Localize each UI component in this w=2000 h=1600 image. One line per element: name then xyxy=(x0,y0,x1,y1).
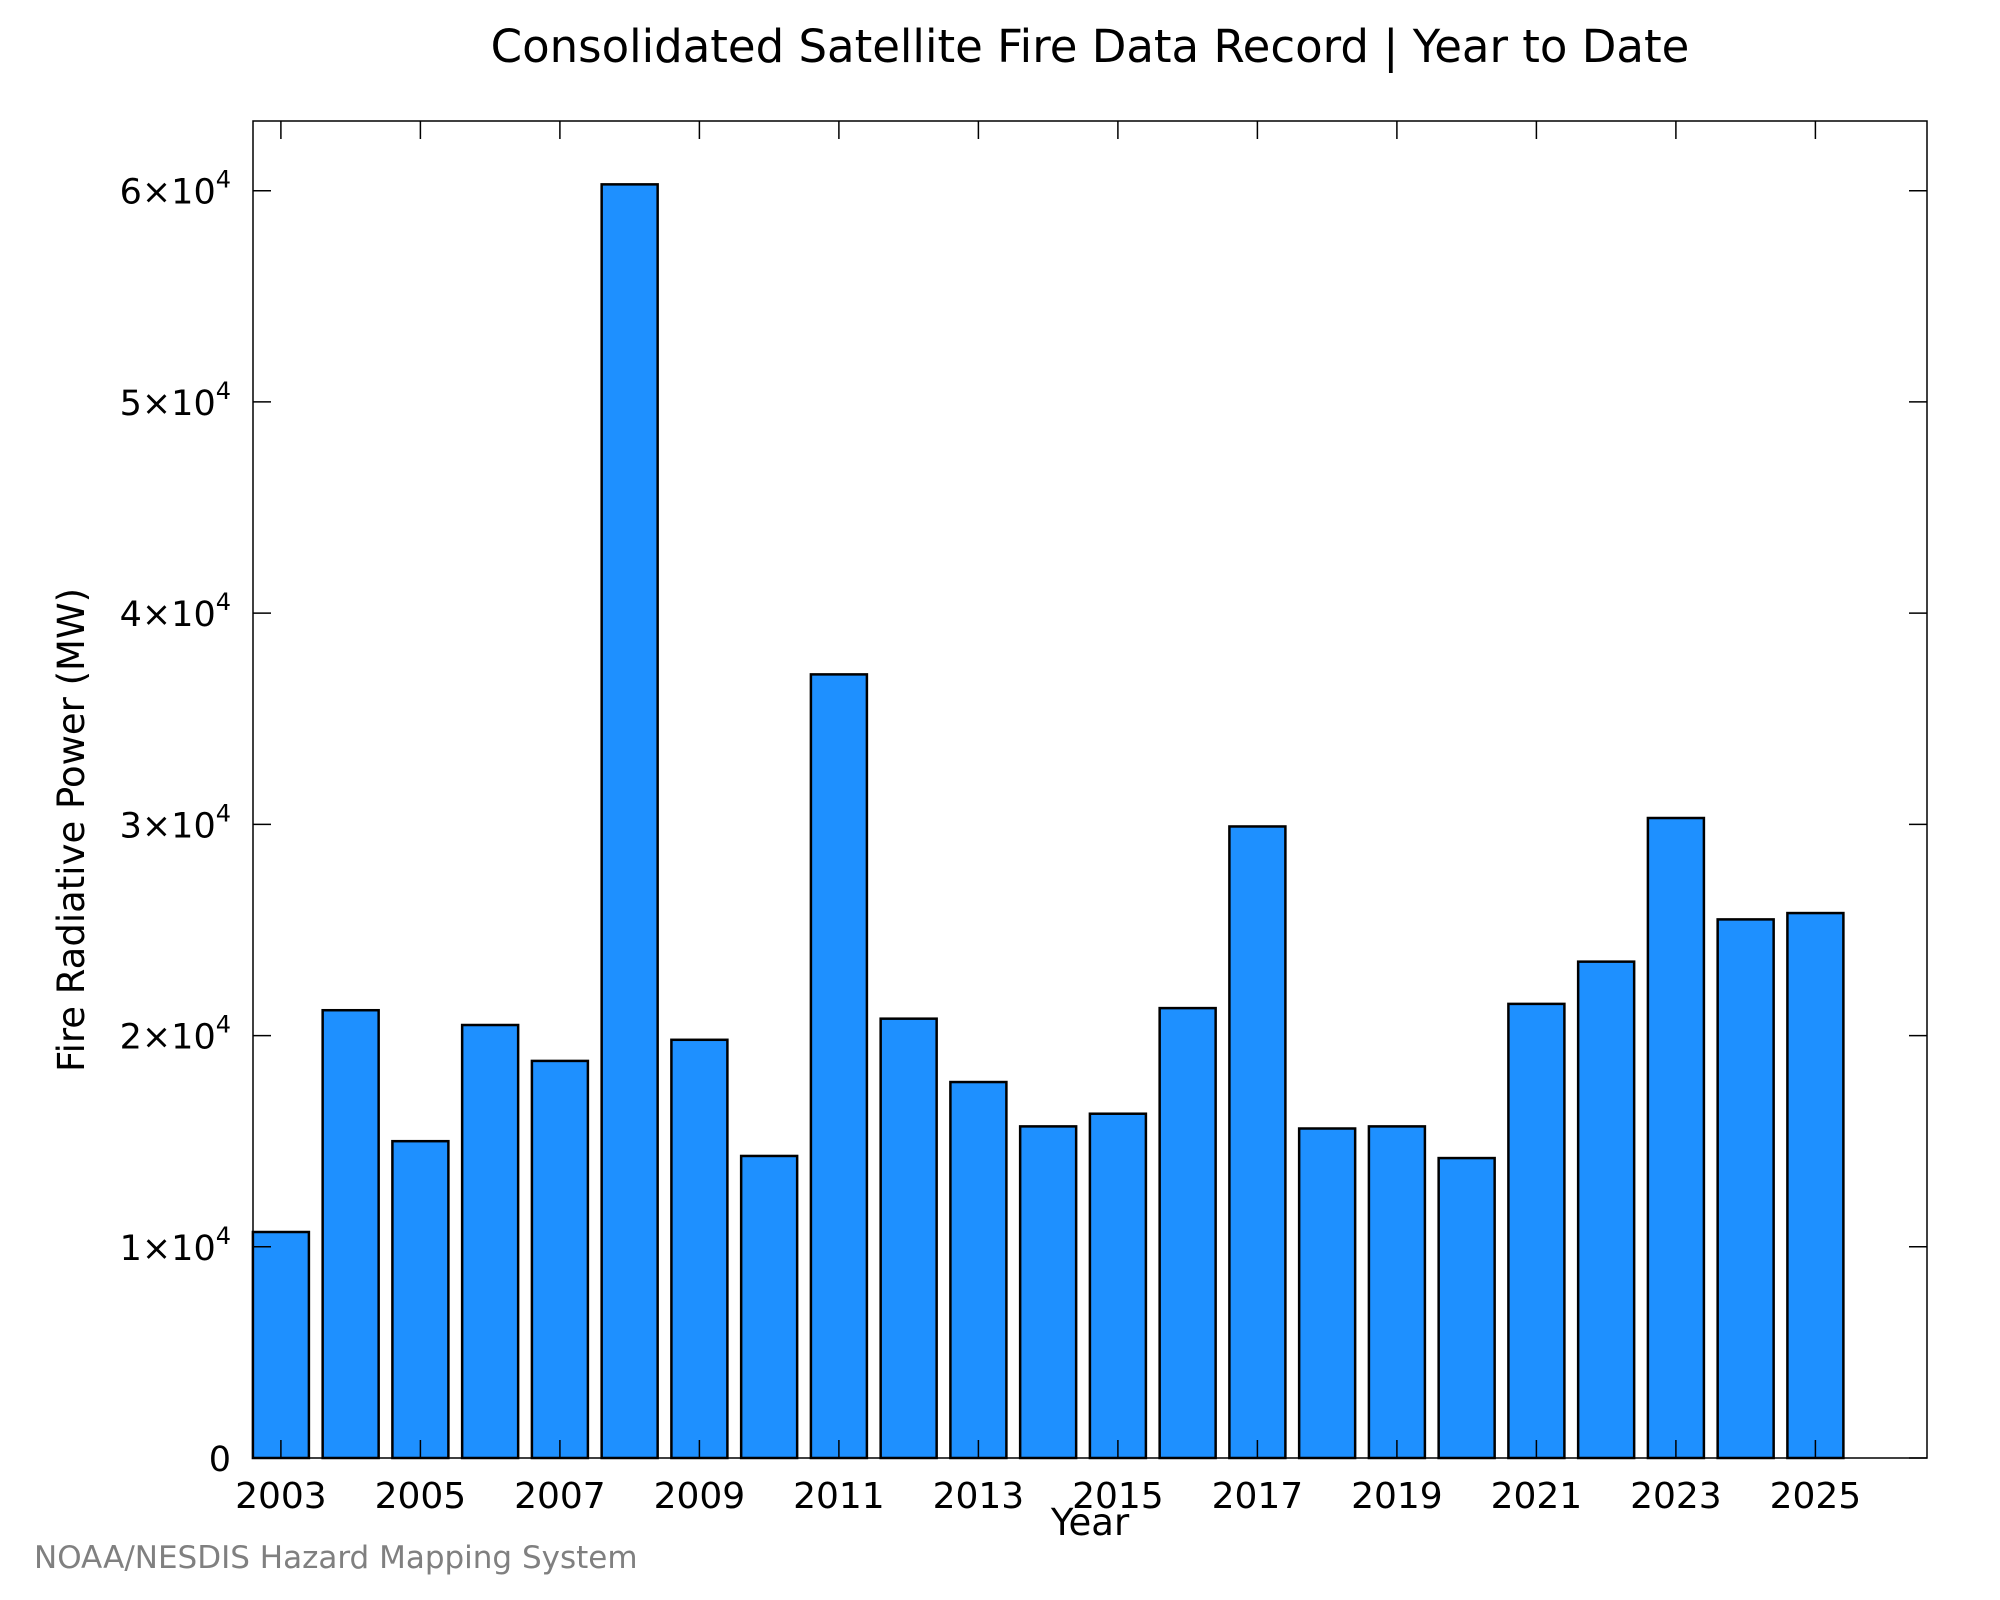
bar-2021 xyxy=(1507,1002,1566,1460)
bar-2005 xyxy=(391,1139,450,1460)
x-tick-label-2009: 2009 xyxy=(654,1476,746,1517)
y-tick-label-20000: 2×104 xyxy=(120,1011,231,1058)
y-tick-label-10000: 1×104 xyxy=(120,1222,231,1269)
x-tick-label-2005: 2005 xyxy=(375,1476,467,1517)
bar-2019 xyxy=(1367,1125,1427,1460)
bar-2006 xyxy=(460,1023,520,1460)
x-tick-label-2007: 2007 xyxy=(514,1476,606,1517)
y-axis-label: Fire Radiative Power (MW) xyxy=(50,588,93,1072)
bar-2017 xyxy=(1228,825,1287,1460)
y-tick-label-40000: 4×104 xyxy=(120,588,231,635)
bar-2024 xyxy=(1716,918,1775,1460)
y-tick-label-0: 0 xyxy=(209,1440,231,1480)
bar-2003 xyxy=(251,1230,311,1460)
bar-2012 xyxy=(879,1017,938,1460)
bar-2009 xyxy=(670,1038,729,1460)
bars-layer xyxy=(251,183,1845,1460)
x-axis-label: Year xyxy=(1050,1501,1130,1544)
source-credit: NOAA/NESDIS Hazard Mapping System xyxy=(34,1540,638,1576)
bar-2007 xyxy=(530,1059,590,1460)
bar-2022 xyxy=(1576,960,1636,1460)
bar-2014 xyxy=(1018,1125,1078,1460)
bar-2020 xyxy=(1437,1156,1496,1460)
x-tick-label-2015: 2015 xyxy=(1072,1476,1164,1517)
bar-2004 xyxy=(321,1008,380,1460)
y-tick-label-30000: 3×104 xyxy=(120,799,231,846)
plot-frame xyxy=(252,120,1928,1459)
y-tick-label-50000: 5×104 xyxy=(120,377,231,424)
y-tick-label-60000: 6×104 xyxy=(120,166,231,213)
ticks-layer xyxy=(253,121,1927,1459)
x-tick-labels: 2003 2005 2007 2009 2011 2013 2015 2017 2019 2021… xyxy=(235,1476,1861,1517)
x-tick-label-2017: 2017 xyxy=(1212,1476,1304,1517)
x-tick-label-2025: 2025 xyxy=(1770,1476,1862,1517)
bar-2008 xyxy=(600,183,659,1460)
x-tick-label-2023: 2023 xyxy=(1630,1476,1722,1517)
x-tick-label-2011: 2011 xyxy=(793,1476,885,1517)
bar-2025 xyxy=(1786,911,1845,1460)
bar-2023 xyxy=(1646,816,1706,1460)
bar-2011 xyxy=(809,673,869,1460)
bar-2016 xyxy=(1158,1006,1217,1460)
x-tick-label-2021: 2021 xyxy=(1491,1476,1583,1517)
y-tick-labels: 0 1×104 2×104 3×104 4×104 5×104 6×104 xyxy=(120,166,231,1480)
bar-2013 xyxy=(949,1080,1008,1460)
x-tick-label-2003: 2003 xyxy=(235,1476,327,1517)
x-tick-label-2019: 2019 xyxy=(1351,1476,1443,1517)
x-tick-label-2013: 2013 xyxy=(933,1476,1025,1517)
bar-2010 xyxy=(739,1154,799,1460)
bar-2015 xyxy=(1088,1112,1148,1460)
bar-2018 xyxy=(1297,1127,1357,1460)
chart-title: Consolidated Satellite Fire Data Record … xyxy=(491,20,1690,73)
